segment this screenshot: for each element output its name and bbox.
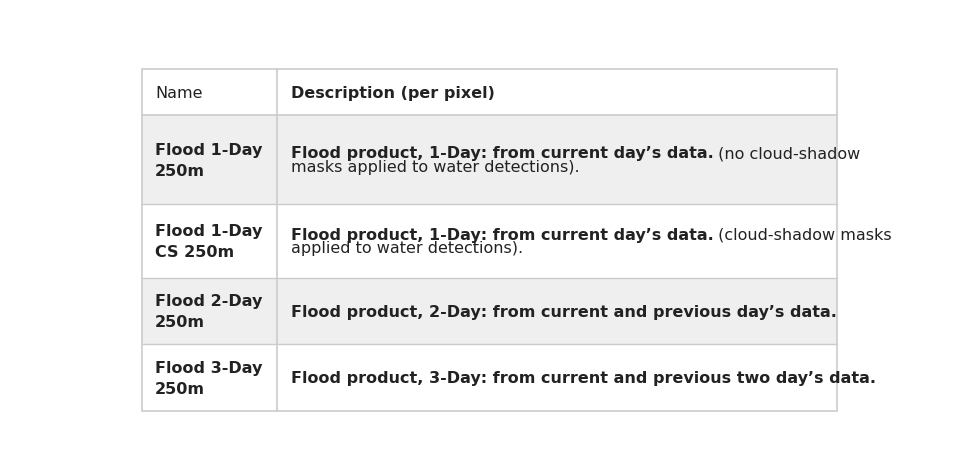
Text: Description (per pixel): Description (per pixel) [290, 86, 495, 100]
Text: applied to water detections).: applied to water detections). [290, 240, 522, 256]
Bar [141, 345, 838, 411]
Bar [141, 278, 838, 345]
Text: Flood product, 3-Day: from current and previous two day’s data.: Flood product, 3-Day: from current and p… [290, 370, 876, 385]
Text: Flood 2-Day
250m: Flood 2-Day 250m [155, 294, 263, 329]
Text: Flood product, 1-Day: from current day’s data.: Flood product, 1-Day: from current day’s… [290, 146, 713, 161]
Text: Flood 3-Day
250m: Flood 3-Day 250m [155, 360, 263, 396]
Text: Flood 1-Day
CS 250m: Flood 1-Day CS 250m [155, 223, 263, 259]
Text: (no cloud-shadow: (no cloud-shadow [713, 146, 860, 161]
Bar [141, 204, 838, 278]
Text: (cloud-shadow masks: (cloud-shadow masks [713, 227, 892, 242]
Text: Flood product, 1-Day: from current day’s data.: Flood product, 1-Day: from current day’s… [290, 227, 713, 242]
Bar [141, 70, 838, 116]
Text: Flood 1-Day
250m: Flood 1-Day 250m [155, 142, 263, 178]
Text: Flood product, 2-Day: from current and previous day’s data.: Flood product, 2-Day: from current and p… [290, 304, 837, 319]
Text: Name: Name [155, 86, 202, 100]
Text: masks applied to water detections).: masks applied to water detections). [290, 159, 579, 174]
Bar [141, 116, 838, 204]
